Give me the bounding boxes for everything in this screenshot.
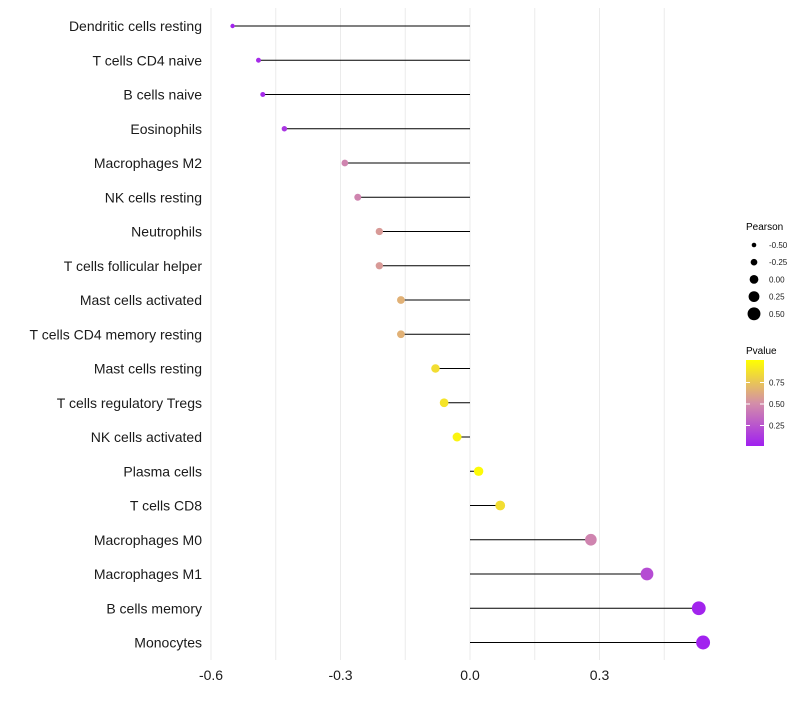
lollipop-point [375, 227, 384, 236]
color-legend-bar [746, 360, 764, 446]
lollipop-point [397, 330, 405, 339]
size-legend-label: -0.25 [769, 258, 788, 267]
y-tick-label: Mast cells resting [94, 361, 202, 377]
size-legend-label: 0.50 [769, 310, 785, 319]
y-tick-label: T cells CD4 naive [93, 52, 203, 68]
size-legend-key [747, 307, 761, 321]
y-tick-label: Macrophages M1 [94, 566, 202, 582]
color-legend-label: 0.50 [769, 400, 785, 409]
lollipop-point [256, 57, 261, 63]
size-legend-key [749, 275, 759, 284]
lollipop-point [439, 398, 449, 408]
y-tick-label: NK cells resting [105, 189, 202, 205]
size-legend-key [751, 242, 757, 248]
y-tick-label: T cells follicular helper [64, 258, 203, 274]
x-tick-label: 0.0 [460, 667, 480, 683]
y-tick-label: Eosinophils [130, 121, 202, 137]
x-tick-label: -0.6 [199, 667, 223, 683]
lollipop-point [585, 533, 597, 546]
lollipop-point [452, 432, 462, 442]
y-tick-label: Mast cells activated [80, 292, 202, 308]
y-tick-label: NK cells activated [91, 429, 202, 445]
lollipop-point [691, 601, 706, 616]
size-legend-label: 0.25 [769, 293, 785, 302]
size-legend-label: -0.50 [769, 241, 788, 250]
lollipop-point [230, 23, 235, 29]
y-tick-label: B cells memory [106, 600, 202, 616]
size-legend-title: Pearson [746, 222, 783, 233]
lollipop-point [397, 296, 405, 304]
y-axis-labels: Dendritic cells resting T cells CD4 naive… [30, 18, 203, 651]
x-axis-ticks: -0.6 -0.3 0.0 0.3 [199, 667, 610, 683]
lollipop-point [375, 262, 384, 270]
y-tick-label: B cells naive [123, 87, 202, 103]
segment-layer [232, 25, 704, 643]
y-tick-label: Macrophages M2 [94, 155, 202, 171]
lollipop-point [640, 567, 654, 581]
lollipop-point [341, 159, 349, 167]
y-tick-label: T cells CD8 [130, 498, 202, 514]
y-tick-label: Monocytes [134, 635, 202, 651]
lollipop-point [696, 635, 711, 650]
color-legend-label: 0.25 [769, 422, 785, 431]
lollipop-point [431, 364, 440, 373]
y-tick-label: T cells CD4 memory resting [30, 326, 202, 342]
size-legend: Pearson -0.50 -0.25 0.00 0.25 0.50 [746, 222, 788, 321]
lollipop-point [354, 193, 362, 201]
point-layer [230, 23, 711, 650]
color-legend-label: 0.75 [769, 379, 785, 388]
size-legend-key [748, 291, 760, 303]
size-legend-label: 0.00 [769, 275, 785, 284]
x-tick-label: -0.3 [328, 667, 352, 683]
size-legend-key [750, 258, 758, 266]
y-tick-label: Macrophages M0 [94, 532, 202, 548]
y-tick-label: Neutrophils [131, 224, 202, 240]
color-legend: Pvalue 0.75 0.50 0.25 [746, 346, 785, 446]
color-legend-title: Pvalue [746, 346, 777, 357]
y-tick-label: Plasma cells [123, 463, 202, 479]
lollipop-point [473, 466, 484, 476]
lollipop-point [260, 91, 266, 98]
y-tick-label: T cells regulatory Tregs [57, 395, 202, 411]
y-tick-label: Dendritic cells resting [69, 18, 202, 34]
x-tick-label: 0.3 [590, 667, 610, 683]
lollipop-point [281, 126, 288, 132]
lollipop-point [495, 500, 506, 511]
